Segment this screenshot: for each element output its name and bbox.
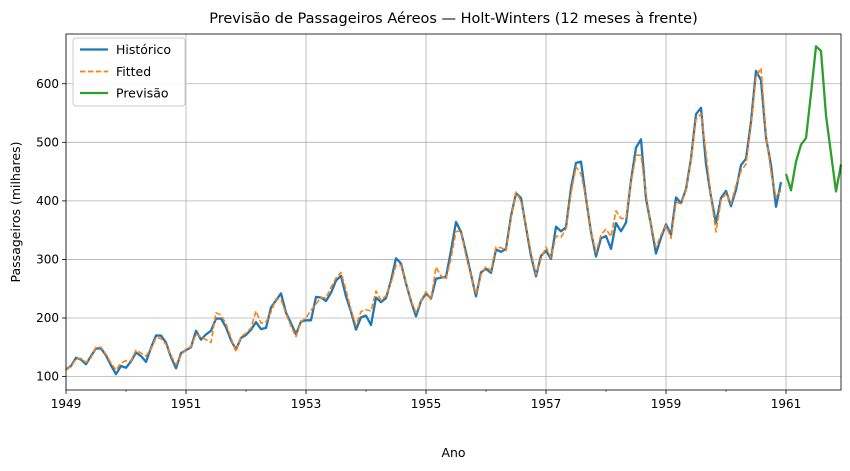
plot-frame xyxy=(65,33,842,391)
y-tick-label: 600 xyxy=(36,77,59,91)
y-axis-label: Passageiros (milhares) xyxy=(8,142,23,283)
legend-box xyxy=(72,37,186,107)
x-axis-label: Ano xyxy=(441,445,465,460)
series-layer xyxy=(65,45,843,376)
y-tick-label: 500 xyxy=(36,135,59,149)
legend-label-previsao: Previsão xyxy=(116,86,169,101)
x-tick-label: 1961 xyxy=(771,397,802,411)
series-line-fitted xyxy=(65,67,782,371)
x-tick-label: 1957 xyxy=(531,397,562,411)
y-tick-label: 100 xyxy=(36,370,59,384)
x-axis: 1949 1951 1953 1955 1957 1959 1961 xyxy=(51,390,802,411)
series-line-previsao xyxy=(784,45,843,193)
x-tick-label: 1955 xyxy=(411,397,442,411)
chart-title: Previsão de Passageiros Aéreos — Holt-Wi… xyxy=(209,11,698,27)
legend-label-fitted: Fitted xyxy=(116,64,151,79)
x-tick-label: 1949 xyxy=(51,397,82,411)
x-tick-label: 1953 xyxy=(291,397,322,411)
y-axis: 100 200 300 400 500 600 xyxy=(36,77,66,384)
legend-label-historico: Histórico xyxy=(116,42,171,57)
x-tick-label: 1951 xyxy=(171,397,202,411)
y-tick-label: 400 xyxy=(36,194,59,208)
y-tick-label: 300 xyxy=(36,252,59,266)
x-tick-label: 1959 xyxy=(651,397,682,411)
legend: Histórico Fitted Previsão xyxy=(72,37,186,107)
y-tick-label: 200 xyxy=(36,311,59,325)
